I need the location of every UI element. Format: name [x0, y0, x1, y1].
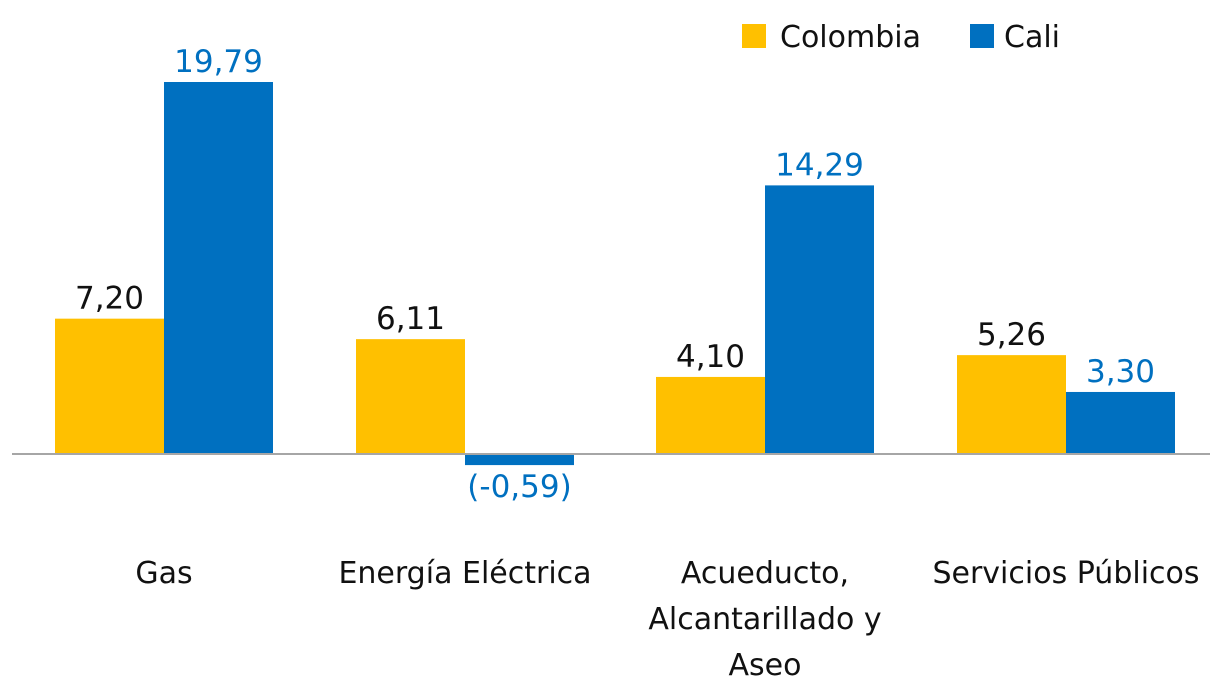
category-label-1: Energía Eléctrica [338, 556, 591, 591]
legend-swatch-colombia [742, 24, 766, 48]
category-label-line: Acueducto, [681, 556, 849, 591]
category-label-line: Servicios Públicos [932, 556, 1199, 591]
legend-swatch-cali [970, 24, 994, 48]
data-label-cali-3: 3,30 [1086, 354, 1155, 390]
data-label-colombia-3: 5,26 [977, 317, 1046, 353]
data-labels-layer: 7,20 6,11 4,10 5,26 19,79 (-0,59) 14,29 3,30 [75, 44, 1155, 505]
bar-cali-2 [765, 185, 874, 454]
data-label-colombia-0: 7,20 [75, 281, 144, 317]
data-label-cali-2: 14,29 [775, 147, 864, 183]
data-label-cali-1: (-0,59) [467, 469, 571, 505]
category-label-line: Energía Eléctrica [338, 556, 591, 591]
bar-colombia-2 [656, 376, 765, 454]
bar-cali-1 [465, 454, 574, 466]
category-label-2: Acueducto, Alcantarillado y Aseo [648, 556, 881, 682]
data-label-cali-0: 19,79 [174, 44, 263, 80]
data-label-colombia-1: 6,11 [376, 301, 445, 337]
bars-layer [55, 82, 1175, 466]
category-label-line: Alcantarillado y [648, 602, 881, 637]
category-label-3: Servicios Públicos [932, 556, 1199, 591]
legend-label-cali: Cali [1004, 20, 1060, 55]
legend-label-colombia: Colombia [780, 20, 921, 55]
legend: Colombia Cali [742, 20, 1060, 55]
bar-colombia-0 [55, 318, 164, 454]
category-label-line: Aseo [729, 648, 802, 682]
bar-colombia-1 [356, 339, 465, 454]
category-label-line: Gas [135, 556, 192, 591]
data-label-colombia-2: 4,10 [676, 339, 745, 375]
bar-cali-3 [1066, 391, 1175, 454]
category-label-0: Gas [135, 556, 192, 591]
bar-colombia-3 [957, 355, 1066, 454]
bar-cali-0 [164, 82, 273, 454]
category-labels-layer: Gas Energía Eléctrica Acueducto, Alcantaril… [135, 556, 1199, 682]
